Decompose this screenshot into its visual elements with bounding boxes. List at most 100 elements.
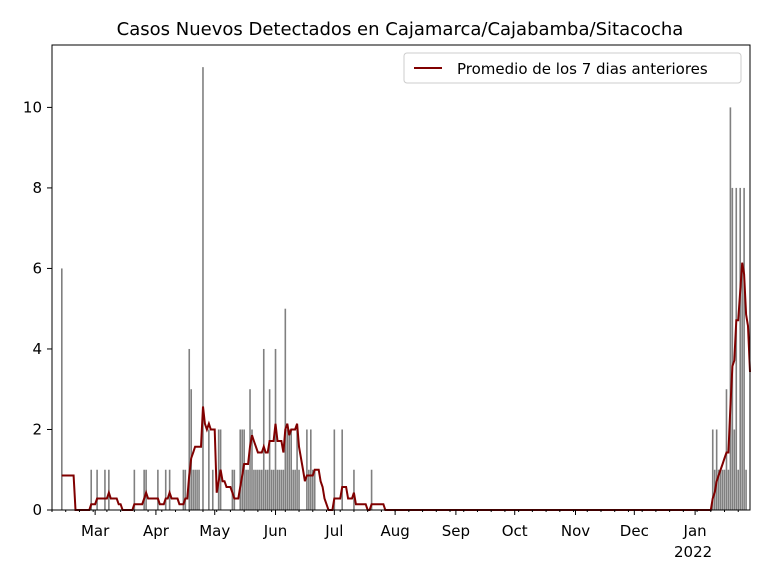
case-bar bbox=[341, 429, 343, 510]
case-bar bbox=[245, 469, 247, 510]
x-tick-label: Oct bbox=[502, 522, 528, 540]
case-bar bbox=[290, 429, 293, 510]
case-bar bbox=[194, 469, 196, 510]
case-bar bbox=[272, 469, 275, 510]
case-bar bbox=[239, 429, 242, 510]
case-bar bbox=[259, 469, 261, 510]
x-tick-label: Aug bbox=[380, 522, 409, 540]
case-bar bbox=[298, 469, 300, 510]
case-bar bbox=[711, 429, 714, 510]
case-bar bbox=[196, 469, 198, 510]
x-tick-label: May bbox=[199, 522, 230, 540]
case-bar bbox=[737, 469, 740, 510]
x-tick-label: Sep bbox=[442, 522, 470, 540]
case-bar bbox=[255, 469, 257, 510]
case-bar bbox=[268, 389, 271, 510]
case-bar bbox=[284, 308, 287, 510]
case-bar bbox=[270, 469, 273, 510]
x-tick-sublabel: 2022 bbox=[674, 543, 712, 561]
y-tick-label: 0 bbox=[32, 501, 42, 519]
case-bar bbox=[370, 469, 373, 510]
case-bar bbox=[184, 469, 187, 510]
y-tick-label: 2 bbox=[32, 420, 42, 438]
case-bar bbox=[90, 469, 93, 510]
case-bar bbox=[188, 348, 191, 510]
case-bar bbox=[233, 469, 236, 510]
case-bar bbox=[729, 107, 732, 511]
case-bar bbox=[251, 429, 253, 510]
case-bar bbox=[143, 469, 145, 510]
case-bar bbox=[741, 268, 743, 510]
case-bar bbox=[288, 429, 291, 510]
x-tick-label: Jun bbox=[263, 522, 287, 540]
case-bar bbox=[247, 469, 249, 510]
legend: Promedio de los 7 dias anteriores bbox=[403, 52, 742, 84]
case-bar bbox=[353, 469, 355, 510]
case-bar bbox=[721, 469, 724, 510]
x-tick-label: Mar bbox=[81, 522, 110, 540]
case-bar bbox=[292, 469, 294, 510]
legend-box bbox=[403, 52, 742, 84]
case-bar bbox=[266, 469, 269, 510]
case-bar bbox=[202, 67, 204, 511]
case-bar bbox=[133, 469, 136, 510]
case-bar bbox=[311, 469, 314, 510]
case-bar bbox=[264, 469, 267, 510]
case-bar bbox=[727, 469, 730, 510]
case-bar bbox=[262, 348, 265, 510]
case-bar bbox=[333, 429, 336, 510]
case-bar bbox=[296, 429, 298, 510]
y-tick-label: 4 bbox=[32, 340, 42, 358]
case-bar bbox=[276, 469, 279, 510]
case-bar bbox=[294, 469, 296, 510]
x-tick-label: Jul bbox=[324, 522, 343, 540]
case-bar bbox=[739, 187, 741, 511]
x-tick-label: Jan bbox=[683, 522, 707, 540]
case-bar bbox=[723, 469, 726, 510]
case-bar bbox=[286, 429, 289, 510]
case-bar bbox=[280, 469, 283, 510]
x-axis: Mar Apr May Jun Jul Aug Sep Oct Nov Dec Jan 2022 bbox=[51, 510, 739, 561]
chart-title: Casos Nuevos Detectados en Cajamarca/Caj… bbox=[117, 19, 684, 40]
case-bar bbox=[715, 429, 718, 510]
case-bar bbox=[190, 389, 193, 510]
case-bar bbox=[96, 469, 98, 510]
y-tick-label: 10 bbox=[23, 98, 42, 116]
case-bar bbox=[253, 469, 255, 510]
case-bar bbox=[208, 429, 210, 510]
x-tick-label: Apr bbox=[143, 522, 170, 540]
case-bar bbox=[104, 469, 106, 510]
case-bar bbox=[211, 469, 214, 510]
case-bar bbox=[198, 469, 200, 510]
case-bar bbox=[725, 389, 728, 510]
case-bar bbox=[306, 429, 308, 510]
x-tick-label: Dec bbox=[620, 522, 649, 540]
case-bar bbox=[278, 469, 281, 510]
case-bar bbox=[310, 429, 312, 510]
y-tick-label: 6 bbox=[32, 259, 42, 277]
legend-label: Promedio de los 7 dias anteriores bbox=[457, 60, 708, 78]
axes-frame bbox=[51, 44, 751, 511]
case-bar bbox=[182, 469, 185, 510]
case-bar bbox=[735, 187, 738, 511]
case-bar bbox=[157, 469, 159, 510]
case-bar bbox=[313, 469, 316, 510]
case-bar bbox=[308, 469, 310, 510]
case-bar bbox=[719, 469, 722, 510]
bars bbox=[61, 67, 747, 511]
case-bar bbox=[61, 268, 63, 510]
case-bar bbox=[217, 429, 220, 510]
y-tick-label: 8 bbox=[32, 179, 42, 197]
case-bar bbox=[282, 469, 285, 510]
case-bar bbox=[731, 187, 734, 511]
case-bar bbox=[164, 469, 167, 510]
case-bar bbox=[743, 187, 745, 511]
case-bar bbox=[192, 469, 194, 510]
case-bar bbox=[257, 469, 259, 510]
y-axis: 0 2 4 6 8 10 bbox=[23, 98, 52, 519]
case-bar bbox=[745, 469, 747, 510]
x-tick-label: Nov bbox=[561, 522, 590, 540]
case-bar bbox=[733, 429, 736, 510]
